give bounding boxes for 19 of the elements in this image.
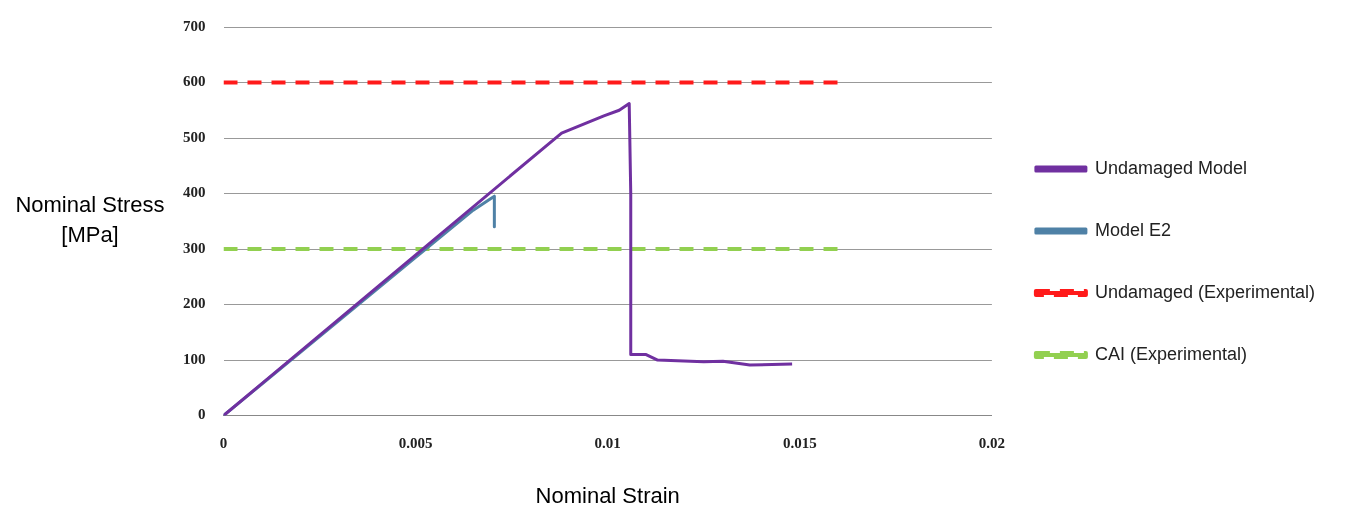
legend-label: Undamaged (Experimental) — [1094, 281, 1315, 302]
x-tick-label: 0.015 — [782, 435, 817, 452]
x-axis-title: Nominal Strain — [535, 482, 680, 508]
y-tick-label: 300 — [183, 239, 206, 256]
y-tick-label: 700 — [183, 17, 206, 34]
y-axis-title: Nominal Stress [MPa] — [15, 192, 165, 248]
x-tick-label: 0.005 — [398, 435, 433, 452]
y-tick-label: 200 — [183, 295, 206, 312]
y-tick-label: 600 — [183, 73, 206, 90]
y-tick-label: 0 — [198, 406, 206, 423]
x-tick-label: 0.01 — [594, 435, 621, 452]
x-tick-label: 0.02 — [978, 435, 1006, 452]
legend-label: Model E2 — [1094, 219, 1171, 240]
y-tick-label: 400 — [183, 184, 206, 201]
legend-label: Undamaged Model — [1094, 157, 1247, 178]
legend-label: CAI (Experimental) — [1094, 343, 1247, 364]
y-tick-label: 500 — [183, 128, 206, 145]
x-tick-label: 0 — [219, 435, 228, 452]
y-tick-label: 100 — [183, 350, 206, 367]
